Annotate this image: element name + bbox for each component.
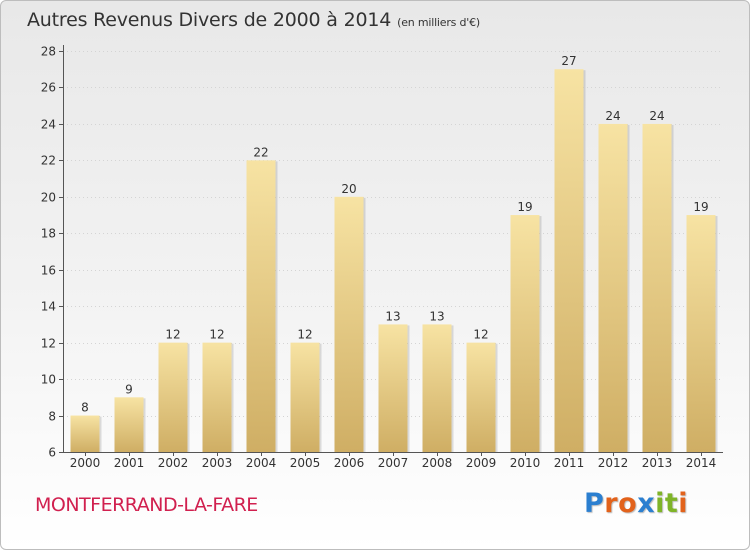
- x-tick-label: 2012: [598, 456, 629, 470]
- y-tick-label: 24: [41, 118, 56, 132]
- bar: [598, 123, 628, 452]
- y-tick-label: 14: [41, 300, 56, 314]
- bar-value-label: 13: [385, 309, 400, 323]
- x-tick-label: 2013: [642, 456, 673, 470]
- bar: [554, 69, 584, 453]
- x-tick-label: 2004: [246, 456, 277, 470]
- bar-value-label: 20: [341, 182, 356, 196]
- x-tick-label: 2010: [510, 456, 541, 470]
- logo-letter: i: [678, 488, 689, 519]
- chart-subtitle: (en milliers d'€): [397, 16, 481, 29]
- y-tick-label: 12: [41, 337, 56, 351]
- logo-letter: P: [584, 488, 605, 519]
- bar-value-label: 19: [693, 200, 708, 214]
- commune-name: MONTFERRAND-LA-FARE: [35, 494, 258, 516]
- bar-value-label: 13: [429, 309, 444, 323]
- logo-letter: x: [637, 488, 656, 519]
- logo-letter: o: [618, 488, 638, 519]
- bar-value-label: 24: [605, 109, 620, 123]
- y-tick-label: 16: [41, 264, 56, 278]
- chart-title-text: Autres Revenus Divers de 2000 à 2014: [27, 9, 392, 31]
- bar: [378, 324, 408, 452]
- y-tick-label: 6: [48, 446, 56, 460]
- bar-value-label: 8: [81, 401, 89, 415]
- y-tick-label: 28: [41, 45, 56, 59]
- y-tick-label: 20: [41, 191, 56, 205]
- bar-value-label: 12: [209, 328, 224, 342]
- x-tick-label: 2014: [686, 456, 717, 470]
- bar: [202, 342, 232, 452]
- bar-value-label: 12: [165, 328, 180, 342]
- x-tick-label: 2000: [70, 456, 101, 470]
- x-tick-label: 2006: [334, 456, 365, 470]
- logo-letter: t: [664, 488, 679, 519]
- bar-value-label: 12: [473, 328, 488, 342]
- logo-letter: r: [604, 488, 619, 519]
- bar-value-label: 9: [125, 382, 133, 396]
- y-tick-label: 10: [41, 373, 56, 387]
- y-tick-label: 18: [41, 227, 56, 241]
- bar: [290, 342, 320, 452]
- y-tick-label: 22: [41, 154, 56, 168]
- x-tick-label: 2008: [422, 456, 453, 470]
- bar: [642, 123, 672, 452]
- bar: [114, 397, 144, 452]
- x-tick-label: 2007: [378, 456, 409, 470]
- bar: [158, 342, 188, 452]
- x-tick-label: 2001: [114, 456, 145, 470]
- x-tick-label: 2003: [202, 456, 233, 470]
- bar: [246, 160, 276, 452]
- bar: [686, 215, 716, 452]
- x-tick-label: 2009: [466, 456, 497, 470]
- bar: [510, 215, 540, 452]
- y-tick-label: 8: [48, 410, 56, 424]
- bar-value-label: 12: [297, 328, 312, 342]
- bar: [422, 324, 452, 452]
- x-tick-label: 2002: [158, 456, 189, 470]
- x-tick-label: 2005: [290, 456, 321, 470]
- logo-letter: i: [655, 488, 665, 519]
- bar-value-label: 27: [561, 54, 576, 68]
- y-tick-label: 26: [41, 81, 56, 95]
- bar: [466, 342, 496, 452]
- bar: [70, 415, 100, 452]
- proxiti-logo: Proxiti: [584, 488, 688, 519]
- bar: [334, 196, 364, 452]
- bar-value-label: 19: [517, 200, 532, 214]
- chart-title: Autres Revenus Divers de 2000 à 2014 (en …: [27, 9, 480, 31]
- x-tick-label: 2011: [554, 456, 585, 470]
- bar-value-label: 24: [649, 109, 664, 123]
- bar-value-label: 22: [253, 145, 268, 159]
